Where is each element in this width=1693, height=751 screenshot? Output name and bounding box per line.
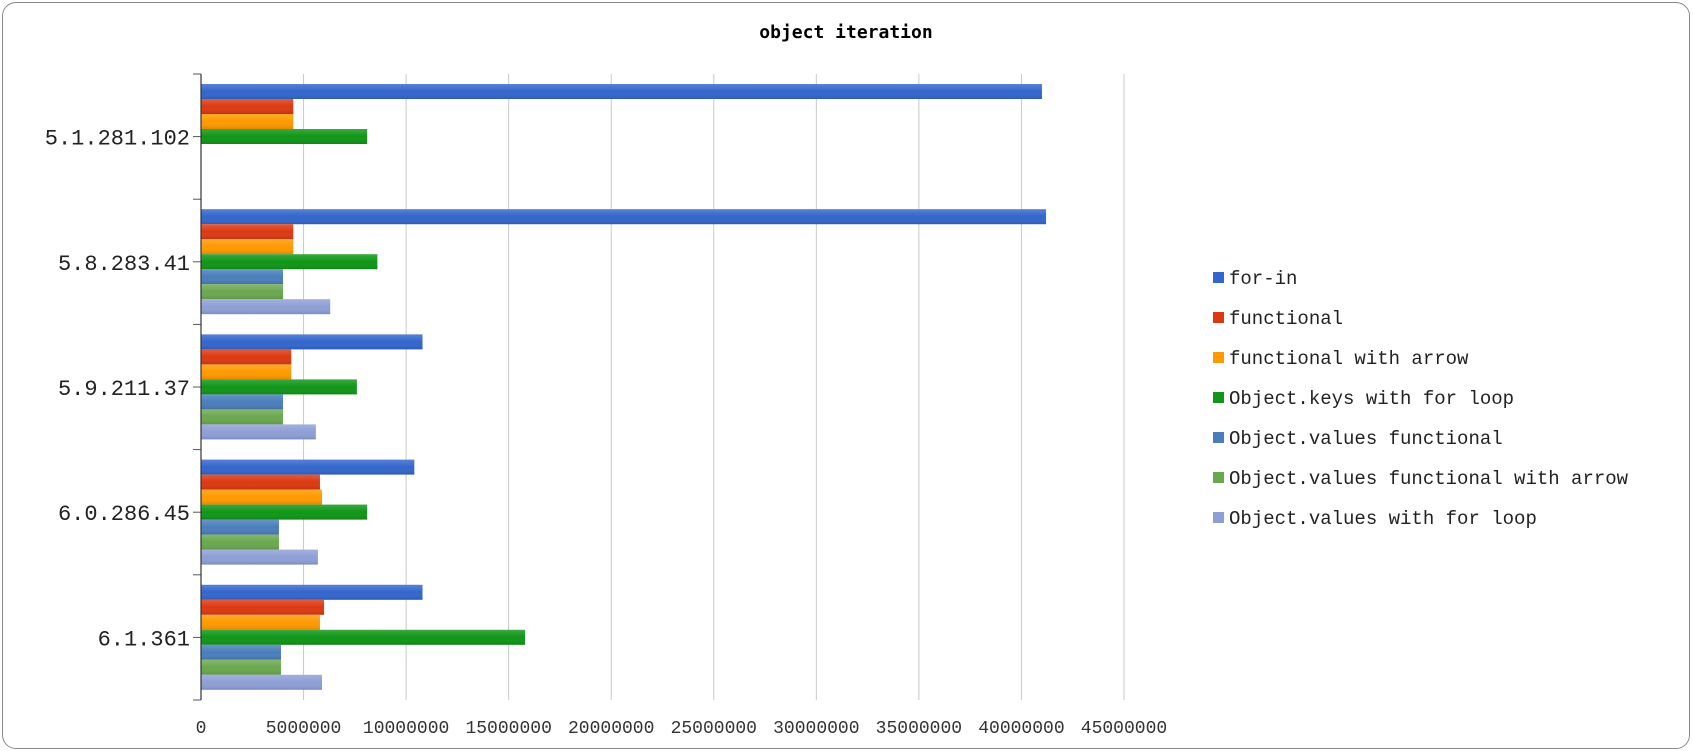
bar-shade: [201, 534, 279, 550]
x-tick-label: 15000000: [465, 719, 551, 739]
x-tick-label: 45000000: [1081, 719, 1167, 739]
bar-shade: [201, 489, 323, 505]
x-tick-label: 25000000: [671, 719, 757, 739]
axes: 0 5000000 10000000 15000000 20000000 25000000…: [45, 73, 1167, 739]
legend-label: Object.values functional: [1229, 428, 1503, 450]
grid-lines: [303, 74, 1125, 700]
category-label: 5.1.281.102: [45, 127, 190, 152]
bar-shade: [201, 599, 325, 615]
legend-swatch: [1213, 272, 1224, 283]
bar-shade: [201, 644, 281, 660]
bar-shade: [201, 114, 294, 129]
x-tick-label: 10000000: [363, 719, 449, 739]
bar-shade: [201, 349, 292, 365]
bar-shade: [201, 364, 292, 380]
x-tick-label: 5000000: [266, 719, 342, 739]
bar-shade: [201, 129, 368, 144]
legend-label: Object.values with for loop: [1229, 508, 1537, 530]
bar-shade: [201, 614, 320, 630]
bar-shade: [201, 394, 284, 410]
category-label: 6.1.361: [98, 627, 190, 652]
bar-shade: [201, 284, 284, 300]
bar-shade: [201, 519, 279, 535]
bar-shade: [201, 459, 415, 475]
legend-label: functional: [1229, 308, 1343, 330]
x-tick-label: 20000000: [568, 719, 654, 739]
x-tick-label: 0: [196, 719, 207, 739]
bars: [201, 84, 1047, 690]
x-tick-label: 30000000: [773, 719, 859, 739]
bar-shade: [201, 629, 526, 645]
legend: for-in functional functional with arrow Obj…: [1213, 268, 1629, 530]
legend-label: for-in: [1229, 268, 1297, 290]
bar-shade: [201, 409, 284, 425]
bar-shade: [201, 209, 1047, 225]
x-tick-label: 35000000: [876, 719, 962, 739]
legend-label: Object.keys with for loop: [1229, 388, 1514, 410]
legend-swatch: [1213, 432, 1224, 443]
legend-label: functional with arrow: [1229, 348, 1469, 370]
bar-shade: [201, 269, 284, 285]
legend-swatch: [1213, 472, 1224, 483]
bar-shade: [201, 424, 316, 440]
category-label: 5.8.283.41: [58, 252, 190, 277]
bar-shade: [201, 659, 281, 675]
legend-swatch: [1213, 512, 1224, 523]
bar-shade: [201, 504, 368, 520]
legend-swatch: [1213, 352, 1224, 363]
legend-swatch: [1213, 392, 1224, 403]
bar-shade: [201, 224, 294, 240]
category-label: 6.0.286.45: [58, 502, 190, 527]
bar-shade: [201, 239, 294, 255]
x-tick-label: 40000000: [978, 719, 1064, 739]
bar-shade: [201, 549, 318, 565]
bar-shade: [201, 334, 423, 350]
category-label: 5.9.211.37: [58, 377, 190, 402]
chart-title: object iteration: [759, 22, 932, 43]
bar-shade: [201, 584, 423, 600]
bar-shade: [201, 474, 320, 490]
bar-shade: [201, 84, 1042, 99]
legend-label: Object.values functional with arrow: [1229, 468, 1629, 490]
legend-swatch: [1213, 312, 1224, 323]
bar-shade: [201, 379, 357, 395]
bar-shade: [201, 299, 331, 315]
bar-shade: [201, 99, 294, 114]
bar-shade: [201, 674, 323, 690]
bar-shade: [201, 254, 378, 270]
